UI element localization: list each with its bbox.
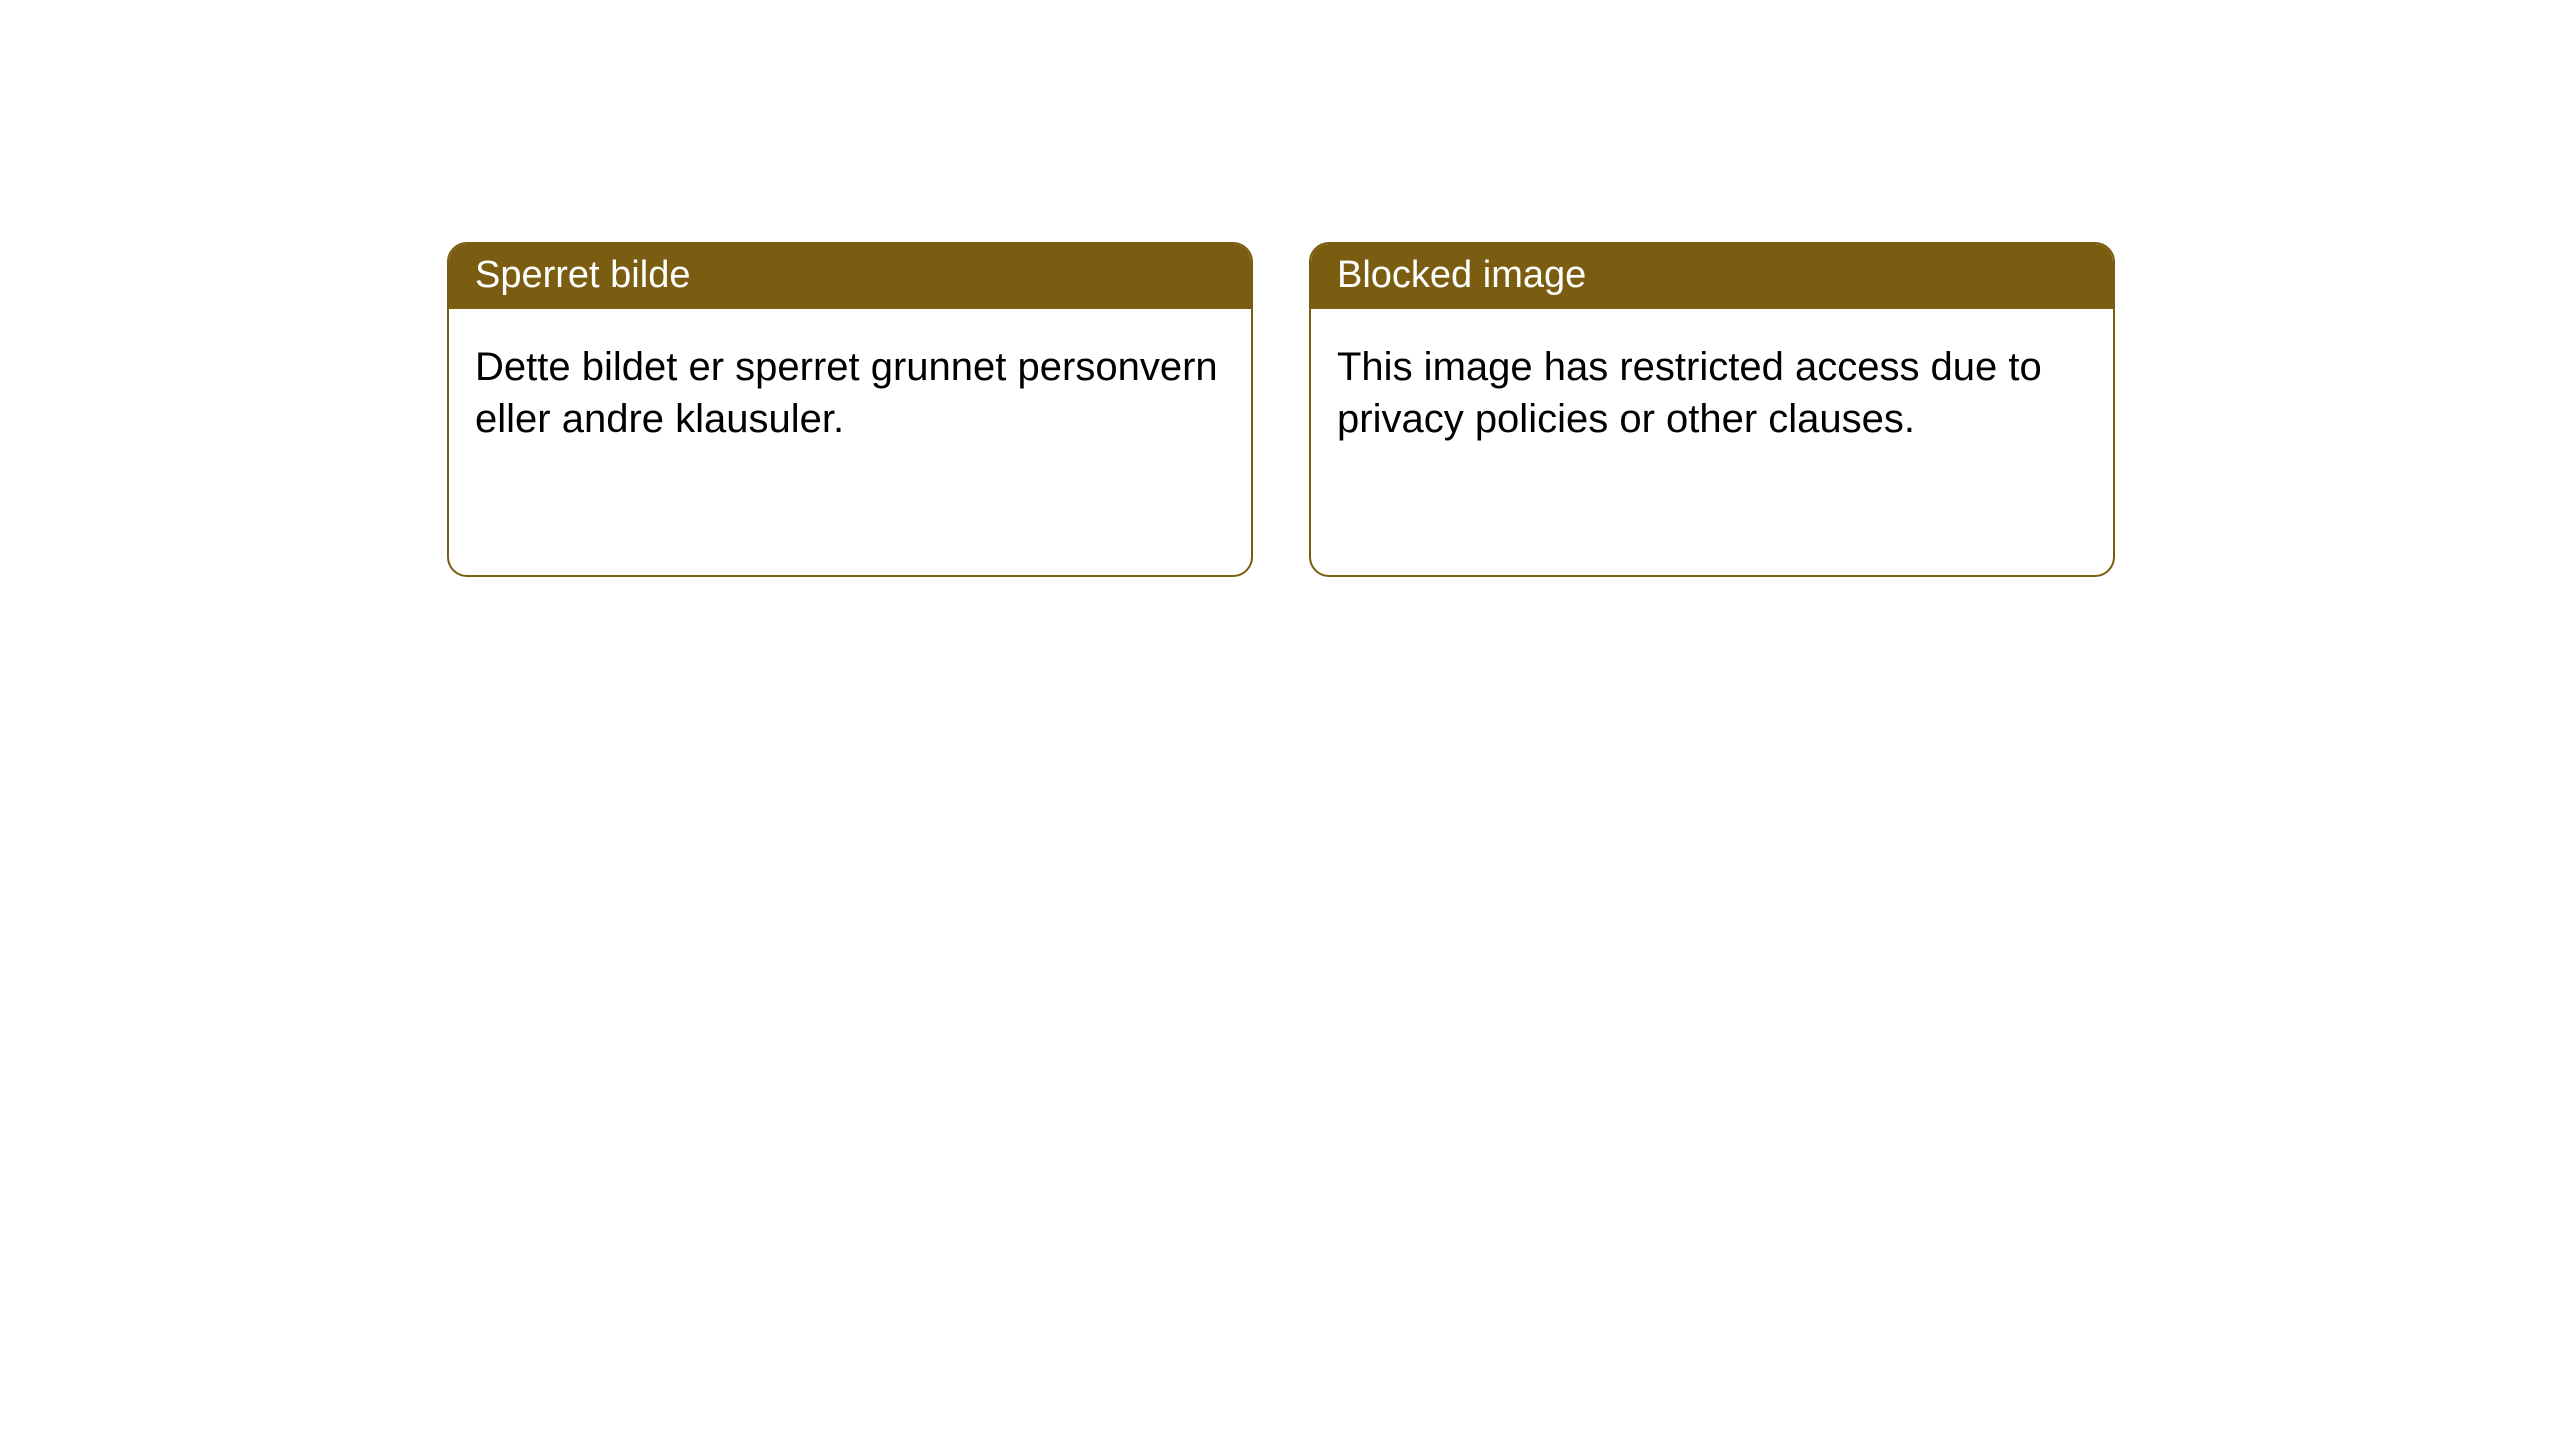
card-header-no: Sperret bilde: [449, 244, 1251, 309]
cards-container: Sperret bilde Dette bildet er sperret gr…: [0, 0, 2560, 577]
card-body-en: This image has restricted access due to …: [1311, 309, 2113, 477]
blocked-image-card-en: Blocked image This image has restricted …: [1309, 242, 2115, 577]
card-header-en: Blocked image: [1311, 244, 2113, 309]
blocked-image-card-no: Sperret bilde Dette bildet er sperret gr…: [447, 242, 1253, 577]
card-body-no: Dette bildet er sperret grunnet personve…: [449, 309, 1251, 477]
